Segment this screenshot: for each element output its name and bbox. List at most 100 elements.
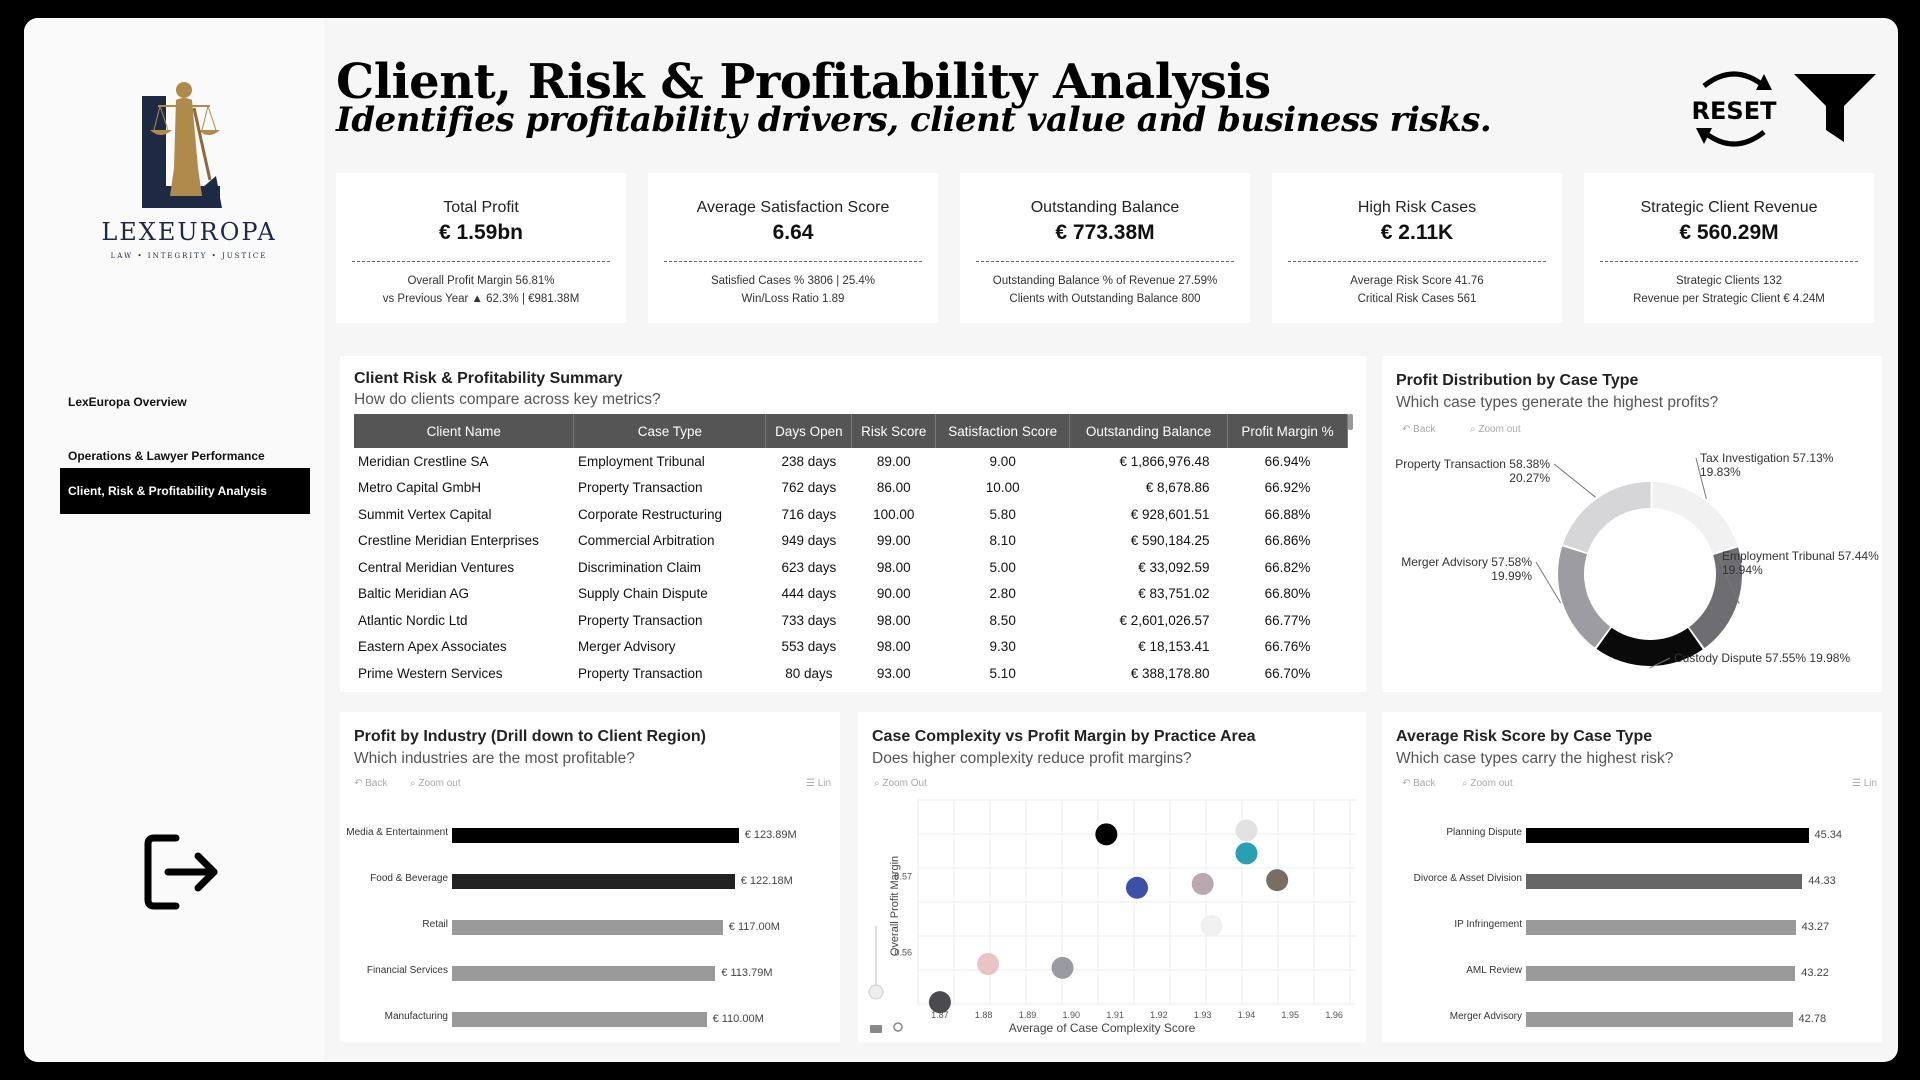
bar-category-label: Retail (422, 919, 448, 930)
donut-slice (1558, 546, 1611, 648)
table-cell: 949 days (781, 533, 837, 549)
bar[interactable] (1526, 920, 1796, 935)
y-tick-label: 0.56 (894, 948, 912, 958)
table-cell: Baltic Meridian AG (358, 586, 470, 602)
kpi-label: Strategic Client Revenue (1640, 199, 1818, 216)
table-cell: 66.70% (1264, 665, 1311, 681)
donut-leader-line (1553, 463, 1596, 498)
bar[interactable] (452, 828, 739, 843)
column-header[interactable]: Profit Margin % (1227, 414, 1348, 448)
kpi-sub: Satisfied Cases % 3806 | 25.4% (710, 275, 876, 287)
kpi-label: High Risk Cases (1357, 199, 1477, 216)
scatter-point (928, 991, 951, 1014)
table-row[interactable]: Eastern Apex Associates Merger Advisory 55… (354, 634, 1348, 661)
back-button[interactable]: ↶ Back (1402, 424, 1436, 435)
bar-category-label: Financial Services (366, 965, 448, 976)
nav-item-overview[interactable]: LexEuropa Overview (68, 395, 187, 409)
kpi-label: Total Profit (443, 199, 519, 216)
table-cell: Employment Tribunal (577, 453, 705, 469)
column-header[interactable]: Client Name (354, 414, 575, 448)
donut-leader-line (1695, 457, 1707, 499)
bar[interactable] (1526, 874, 1803, 889)
table-cell: € 83,751.02 (1138, 586, 1210, 602)
scatter-point (1095, 823, 1118, 846)
table-cell: Summit Vertex Capital (358, 506, 492, 522)
summary-table[interactable]: Client Name Case Type Days Open Risk Score S… (354, 414, 1348, 682)
zoom-out-button[interactable]: ⌕ Zoom out (410, 778, 461, 789)
scatter-chart[interactable]: 1.87 1.88 1.89 1.90 1.91 1.92 1.93 1.94 1.95 1.96… (858, 786, 1366, 1042)
table-cell: Property Transaction (577, 480, 703, 496)
column-header[interactable]: Days Open (765, 414, 853, 448)
nav-item-operations[interactable]: Operations & Lawyer Performance (68, 449, 265, 463)
nav-item-client-risk[interactable]: Client, Risk & Profitability Analysis (60, 468, 310, 514)
zoom-slider-handle (868, 984, 884, 1000)
card-subtitle: Which case types carry the highest risk? (1396, 750, 1674, 767)
table-cell: 238 days (781, 453, 837, 469)
table-row[interactable]: Atlantic Nordic Ltd Property Transaction 7… (354, 607, 1348, 634)
table-row[interactable]: Baltic Meridian AG Supply Chain Dispute 44… (354, 581, 1348, 608)
summary-table-card: Client Risk & Profitability Summary How … (340, 356, 1366, 692)
table-row[interactable]: Crestline Meridian Enterprises Commercial… (354, 528, 1348, 555)
column-header[interactable]: Risk Score (851, 414, 937, 448)
back-button[interactable]: ↶ Back (354, 778, 388, 789)
kpi-total-profit: Total Profit € 1.59bn Overall Profit Mar… (336, 173, 626, 323)
x-axis-label: Average of Case Complexity Score (1009, 1021, 1196, 1035)
table-cell: 623 days (781, 559, 837, 575)
column-header[interactable]: Outstanding Balance (1069, 414, 1229, 448)
kpi-sub: Average Risk Score 41.76 (1350, 275, 1484, 287)
bar[interactable] (452, 1012, 707, 1027)
zoom-out-button[interactable]: ⌕ Zoom Out (874, 778, 927, 789)
table-scrollbar[interactable] (1348, 414, 1353, 430)
bar-value-label: € 123.89M (744, 829, 797, 841)
table-cell: 66.76% (1264, 639, 1311, 655)
filter-icon[interactable] (1792, 70, 1878, 146)
table-cell: 98.00 (876, 639, 911, 655)
column-header[interactable]: Satisfaction Score (935, 414, 1071, 448)
table-row[interactable]: Central Meridian Ventures Discrimination … (354, 554, 1348, 581)
back-button[interactable]: ↶ Back (1402, 778, 1436, 789)
logout-icon[interactable] (142, 830, 222, 914)
card-title: Profit Distribution by Case Type (1396, 372, 1639, 389)
zoom-out-button[interactable]: ⌕ Zoom out (1470, 424, 1521, 435)
donut-slice (1652, 482, 1738, 554)
bar-value-label: € 122.18M (740, 875, 793, 887)
table-cell: 86.00 (876, 480, 911, 496)
y-tick-label: 0.57 (894, 871, 912, 881)
donut-slice (1562, 482, 1651, 553)
bar[interactable] (452, 966, 716, 981)
table-row[interactable]: Meridian Crestline SA Employment Tribunal… (354, 448, 1348, 475)
kpi-value: 6.64 (772, 221, 814, 244)
table-cell: 98.00 (876, 559, 911, 575)
table-row[interactable]: Prime Western Services Property Transacti… (354, 660, 1348, 682)
kpi-sub: Overall Profit Margin 56.81% (407, 275, 555, 287)
donut-label: Employment Tribunal 57.44% (1722, 549, 1879, 563)
kpi-value: € 560.29M (1679, 221, 1779, 244)
kpi-sub: Revenue per Strategic Client € 4.24M (1633, 293, 1825, 305)
brand-logo: LEXEUROPA LAW • INTEGRITY • JUSTICE (84, 68, 294, 288)
table-row[interactable]: Metro Capital GmbH Property Transaction 76… (354, 475, 1348, 502)
table-cell: Supply Chain Dispute (577, 586, 708, 602)
bar[interactable] (1526, 1012, 1793, 1027)
table-cell: Metro Capital GmbH (358, 480, 482, 496)
lin-toggle[interactable]: ☰ Lin (1852, 778, 1878, 789)
page-subtitle: Identifies profitability drivers, client… (336, 100, 1492, 140)
bar[interactable] (452, 874, 735, 889)
reset-button[interactable]: RESET (1684, 64, 1784, 154)
donut-share-label: 19.94% (1722, 563, 1763, 577)
bar[interactable] (452, 920, 723, 935)
kpi-label: Outstanding Balance (1030, 199, 1180, 216)
scatter-point (1191, 872, 1214, 895)
lin-toggle[interactable]: ☰ Lin (806, 778, 832, 789)
zoom-out-button[interactable]: ⌕ Zoom out (1462, 778, 1513, 789)
table-cell: 100.00 (873, 506, 915, 522)
kpi-sub: Critical Risk Cases 561 (1357, 293, 1477, 305)
column-header[interactable]: Case Type (573, 414, 767, 448)
bar-category-label: Planning Dispute (1446, 827, 1522, 838)
donut-chart[interactable]: Tax Investigation 57.13%19.83% Employment… (1382, 432, 1882, 692)
table-cell: 444 days (781, 586, 837, 602)
bar[interactable] (1526, 966, 1796, 981)
brand-name: LEXEUROPA (101, 218, 277, 246)
table-row[interactable]: Summit Vertex Capital Corporate Restructu… (354, 501, 1348, 528)
bar[interactable] (1526, 828, 1809, 843)
table-cell: 716 days (781, 506, 837, 522)
